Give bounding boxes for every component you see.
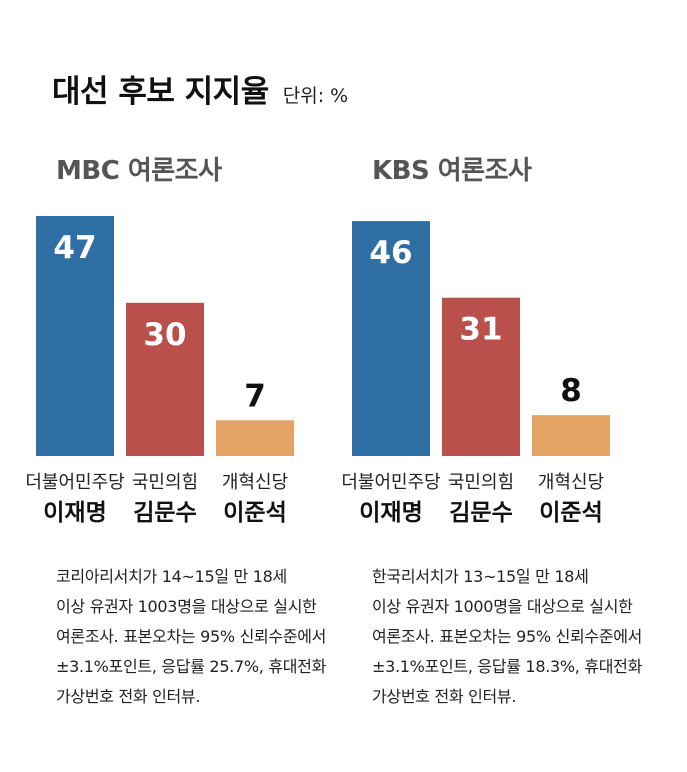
bar-lee-jun-seok — [532, 415, 610, 456]
bar-lee-jun-seok — [216, 420, 294, 456]
value-label-lee-jun-seok: 8 — [560, 373, 582, 409]
note-line: ±3.1%포인트, 응답률 25.7%, 휴대전화 — [56, 657, 327, 676]
note-line: 가상번호 전화 인터뷰. — [56, 687, 201, 706]
note-line: 이상 유권자 1003명을 대상으로 실시한 — [56, 597, 317, 616]
bar-lee-jae-myung — [352, 221, 430, 456]
note-line: ±3.1%포인트, 응답률 18.3%, 휴대전화 — [372, 657, 643, 676]
party-label: 국민의힘 — [132, 472, 198, 493]
value-label-lee-jae-myung: 47 — [53, 230, 96, 266]
kbs-poll-title: KBS 여론조사 — [372, 156, 532, 186]
kbs-poll-note: 한국리서치가 13~15일 만 18세 이상 유권자 1000명을 대상으로 실… — [372, 562, 662, 712]
party-label: 국민의힘 — [448, 472, 514, 493]
unit-label: 단위: % — [282, 85, 349, 107]
value-label-kim-moon-soo: 30 — [143, 317, 186, 353]
title-row: 대선 후보 지지율 단위: % — [52, 66, 348, 111]
bar-kim-moon-soo — [442, 297, 520, 456]
candidate-label: 김문수 — [449, 500, 512, 526]
page-title: 대선 후보 지지율 — [52, 74, 269, 110]
bar-lee-jae-myung — [36, 216, 114, 456]
note-line: 코리아리서치가 14~15일 만 18세 — [56, 567, 287, 586]
candidate-label: 이준석 — [223, 500, 286, 526]
note-line: 한국리서치가 13~15일 만 18세 — [372, 567, 589, 586]
candidate-label: 이재명 — [43, 500, 106, 526]
value-label-lee-jae-myung: 46 — [369, 235, 412, 271]
candidate-label: 김문수 — [133, 500, 196, 526]
candidate-label: 이재명 — [359, 500, 422, 526]
note-line: 여론조사. 표본오차는 95% 신뢰수준에서 — [372, 627, 643, 646]
mbc-poll-title: MBC 여론조사 — [56, 156, 222, 186]
note-line: 가상번호 전화 인터뷰. — [372, 687, 517, 706]
note-line: 여론조사. 표본오차는 95% 신뢰수준에서 — [56, 627, 327, 646]
party-label: 더불어민주당 — [341, 472, 440, 493]
mbc-poll-note: 코리아리서치가 14~15일 만 18세 이상 유권자 1003명을 대상으로 … — [56, 562, 346, 712]
party-label: 개혁신당 — [538, 472, 604, 493]
note-line: 이상 유권자 1000명을 대상으로 실시한 — [372, 597, 633, 616]
candidate-label: 이준석 — [539, 500, 602, 526]
party-label: 더불어민주당 — [25, 472, 124, 493]
bar-kim-moon-soo — [126, 302, 204, 456]
party-label: 개혁신당 — [222, 472, 288, 493]
value-label-lee-jun-seok: 7 — [244, 378, 266, 414]
value-label-kim-moon-soo: 31 — [459, 312, 502, 348]
